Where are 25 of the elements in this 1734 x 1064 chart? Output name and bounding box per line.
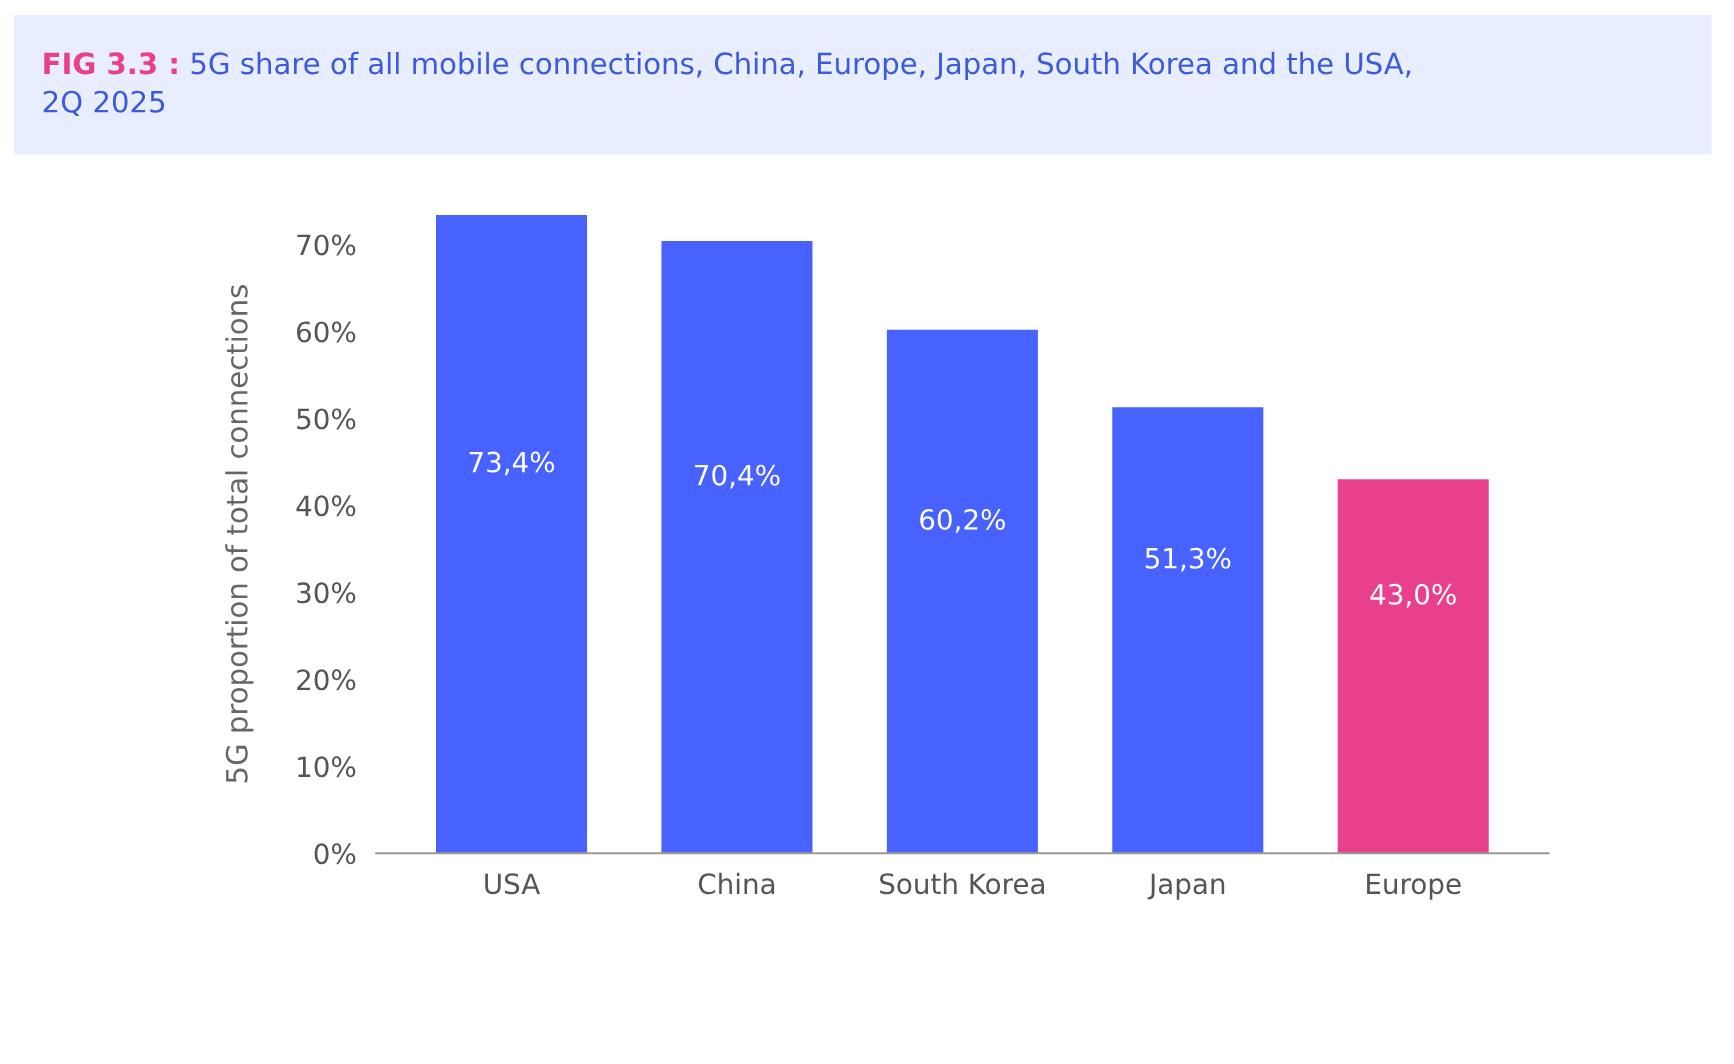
bar <box>886 329 1038 854</box>
x-tick-label: Europe <box>1367 873 1461 900</box>
data-label: 51,3% <box>1145 547 1231 572</box>
y-tick-label: 50% <box>297 408 356 430</box>
x-tick-label: USA <box>485 873 541 895</box>
x-tick-label: South Korea <box>880 872 1044 895</box>
y-tick-label: 40% <box>296 495 356 517</box>
data-label: 60,2% <box>920 509 1005 533</box>
x-tick-label: Japan <box>1147 873 1225 900</box>
x-tick-label: China <box>698 872 775 895</box>
y-tick-label: 20% <box>297 669 356 691</box>
y-tick-label: 0% <box>314 843 356 865</box>
y-tick-label: 70% <box>297 234 356 256</box>
y-tick-label: 60% <box>297 321 356 343</box>
data-label: 43,0% <box>1370 583 1456 608</box>
y-tick-label: 10% <box>298 756 356 778</box>
y-tick-label: 30% <box>297 582 356 604</box>
chart-title: FIG 3.3 : 5G share of all mobile connections, China, Europe, Japan, South Korea and the USA, 2Q 2025 <box>43 51 1411 117</box>
bar <box>1112 407 1264 854</box>
bar <box>436 214 588 854</box>
bar <box>1337 479 1489 854</box>
bar <box>661 241 813 854</box>
data-label: 70,4% <box>695 464 780 489</box>
data-label: 73,4% <box>469 451 555 476</box>
y-axis-title: 5G proportion of total connections <box>225 285 254 783</box>
